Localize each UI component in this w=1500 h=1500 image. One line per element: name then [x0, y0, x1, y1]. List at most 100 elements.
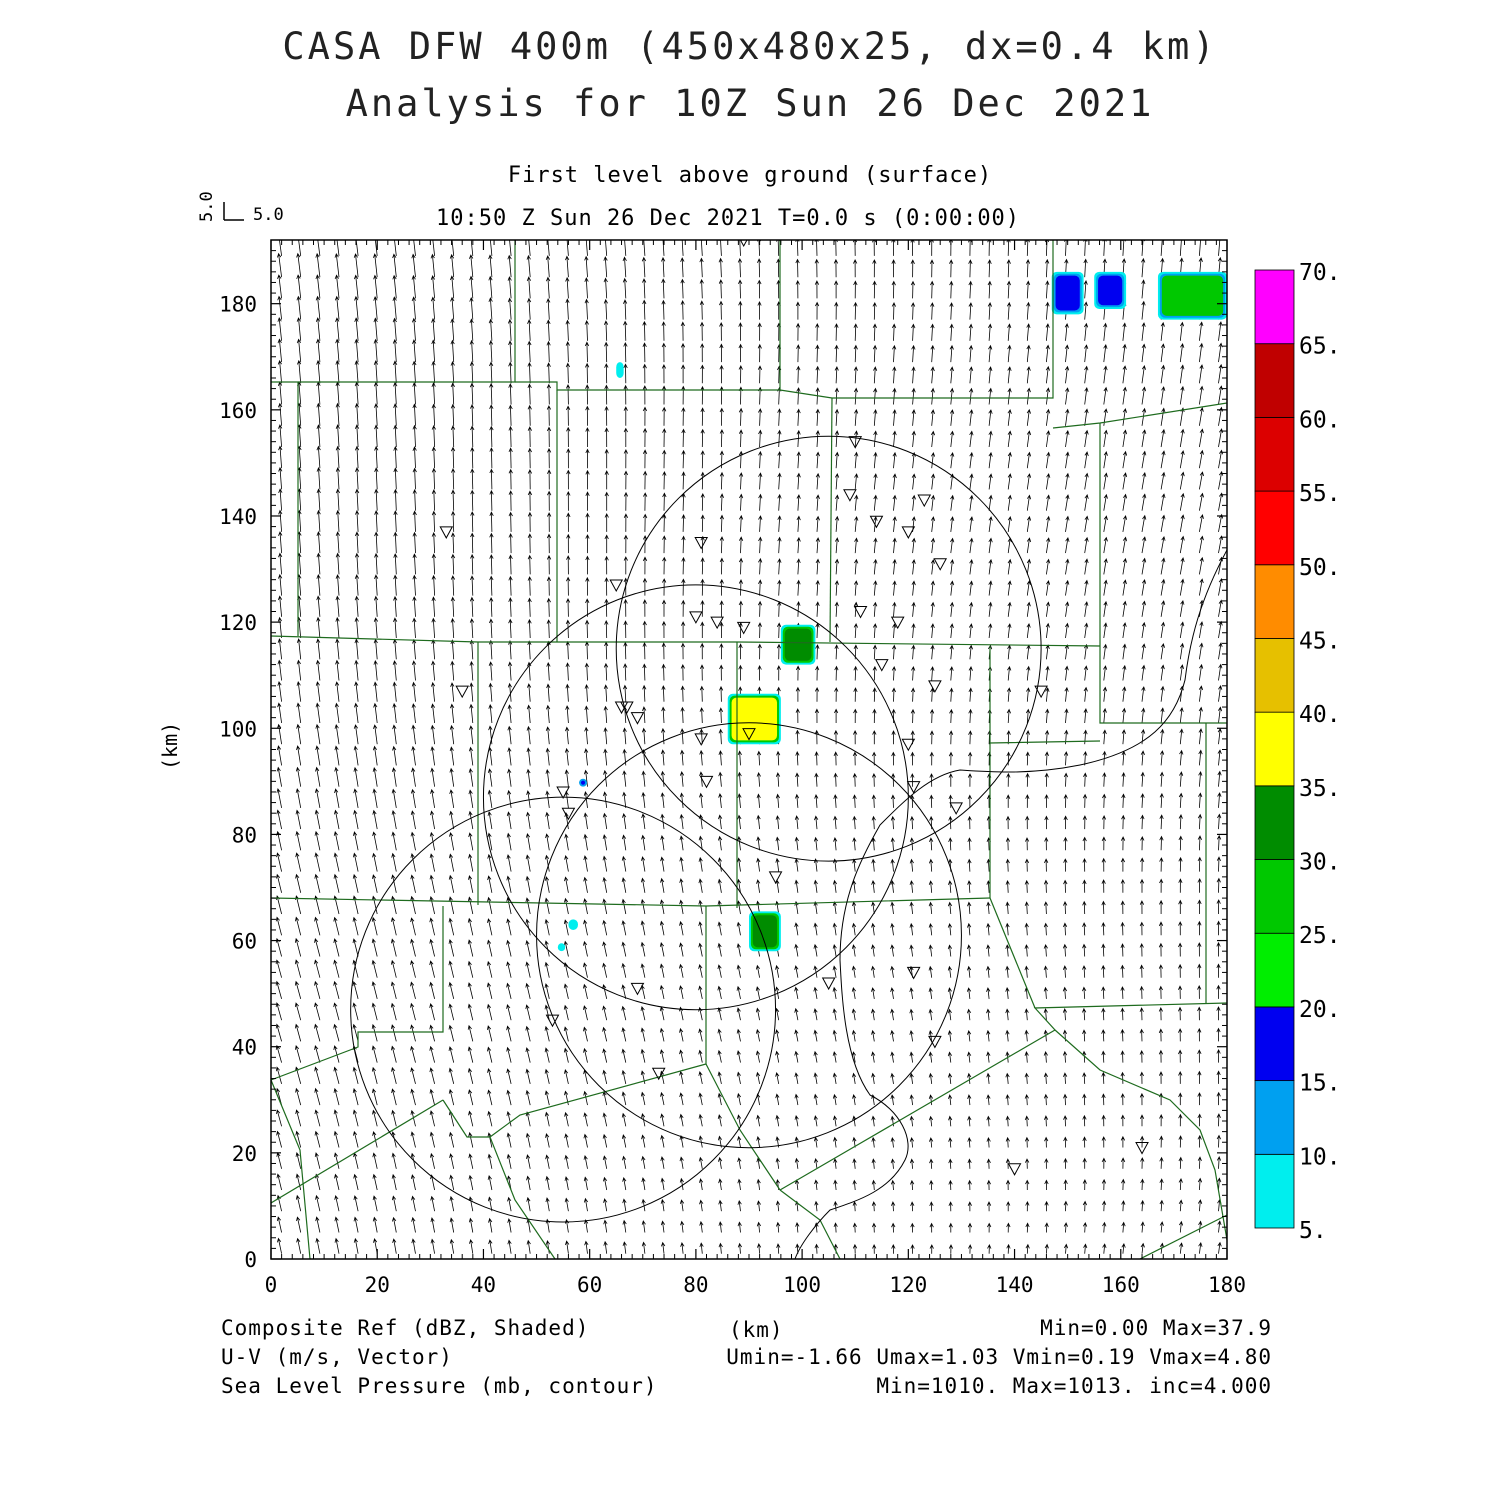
y-tick-label: 120: [219, 611, 257, 635]
station-marker: [455, 685, 470, 699]
station-marker: [742, 728, 756, 741]
station-marker: [1007, 1163, 1022, 1176]
colorbar-label: 15.: [1299, 1071, 1341, 1097]
echo-cell: [616, 362, 624, 379]
station-marker: [869, 515, 884, 529]
echo-cell: [557, 943, 566, 952]
colorbar-swatch: [1254, 1153, 1295, 1229]
reference-vector-icon: [223, 202, 244, 221]
x-tick-label: 120: [889, 1273, 927, 1297]
station-marker: [1135, 1142, 1149, 1155]
x-tick-label: 180: [1208, 1273, 1246, 1297]
colorbar-label: 65.: [1299, 334, 1341, 360]
station-marker: [630, 982, 645, 996]
echo-cell: [780, 624, 816, 665]
y-tick-label: 60: [232, 930, 257, 954]
x-tick-label: 60: [577, 1273, 602, 1297]
title-line-1: CASA DFW 400m (450x480x25, dx=0.4 km): [282, 25, 1218, 68]
x-tick-label: 140: [996, 1273, 1034, 1297]
station-marker: [890, 616, 905, 630]
y-tick-label: 20: [232, 1142, 257, 1166]
station-marker: [821, 977, 836, 991]
radar-ring: [482, 584, 909, 1011]
colorbar-swatch: [1254, 1006, 1295, 1082]
station-marker: [933, 558, 948, 571]
colorbar-swatch: [1254, 859, 1295, 934]
footer-ref-label: Composite Ref (dBZ, Shaded): [221, 1316, 590, 1340]
station-marker: [901, 738, 916, 752]
echo-cell: [1157, 271, 1227, 320]
echo-shade: [731, 697, 778, 741]
echo-shade: [1098, 275, 1123, 306]
colorbar-label: 40.: [1299, 702, 1341, 728]
radar-stations: [439, 240, 1149, 1176]
station-marker: [901, 526, 916, 539]
wind-vector-field: [275, 240, 1224, 1254]
station-marker: [906, 966, 921, 980]
y-tick-label: 180: [219, 293, 257, 317]
colorbar-swatch: [1254, 638, 1295, 713]
colorbar-label: 35.: [1299, 776, 1341, 802]
y-tick-label: 140: [219, 505, 257, 529]
y-tick-label: 80: [232, 823, 257, 847]
x-tick-label: 80: [683, 1273, 708, 1297]
colorbar-label: 5.: [1299, 1218, 1327, 1244]
echo-shade: [557, 943, 566, 952]
colorbar-swatch: [1254, 785, 1295, 860]
colorbar: 5. 10. 15. 20. 25. 30. 35. 40. 45. 50. 55. 60. 65. 70…: [1254, 260, 1341, 1244]
station-marker: [736, 621, 751, 635]
y-tick-label: 40: [232, 1036, 257, 1060]
radar-range-rings: [350, 435, 1042, 1223]
x-tick-label: 160: [1102, 1273, 1140, 1297]
reflectivity-echoes: [557, 271, 1227, 952]
axis-ticks: 0 20 40 60 80 100 120 140 160 180 0 20 40 60 80 100 120 1…: [219, 240, 1246, 1297]
colorbar-label: 70.: [1299, 260, 1341, 286]
radar-ring: [536, 722, 962, 1149]
station-marker: [630, 712, 645, 725]
x-tick-label: 100: [783, 1273, 821, 1297]
station-marker: [694, 733, 709, 746]
station-marker: [556, 786, 570, 800]
footer-vector-minmax: Umin=-1.66 Umax=1.03 Vmin=0.19 Vmax=4.80: [726, 1345, 1272, 1369]
station-marker: [928, 680, 942, 693]
colorbar-label: 20.: [1299, 997, 1341, 1023]
station-marker: [620, 701, 634, 715]
colorbar-label: 50.: [1299, 555, 1341, 581]
echo-shade: [1161, 275, 1224, 316]
x-tick-label: 0: [265, 1273, 278, 1297]
station-marker: [710, 616, 724, 630]
colorbar-swatch: [1254, 711, 1295, 787]
echo-shade: [1055, 275, 1080, 311]
station-marker: [689, 611, 703, 624]
station-marker: [651, 1067, 666, 1081]
station-marker: [949, 802, 963, 815]
title-line-2: Analysis for 10Z Sun 26 Dec 2021: [345, 82, 1155, 125]
colorbar-swatch: [1254, 490, 1295, 566]
station-marker: [609, 579, 624, 593]
colorbar-label: 30.: [1299, 850, 1341, 876]
echo-shade: [616, 362, 624, 379]
echo-cell: [749, 911, 781, 952]
footer-vector-label: U-V (m/s, Vector): [221, 1345, 453, 1369]
colorbar-label: 25.: [1299, 923, 1341, 949]
plot-subtitle: First level above ground (surface): [507, 163, 993, 188]
county-boundaries: [271, 240, 1227, 1259]
footer-pressure-label: Sea Level Pressure (mb, contour): [221, 1374, 658, 1398]
wind-vectors: [275, 240, 1224, 1254]
station-marker: [768, 871, 783, 884]
colorbar-label: 60.: [1299, 407, 1341, 433]
echo-cell: [1094, 271, 1127, 310]
colorbar-swatch: [1254, 343, 1295, 418]
footer-pressure-minmax: Min=1010. Max=1013. inc=4.000: [876, 1374, 1272, 1398]
station-marker: [545, 1014, 560, 1028]
echo-cell: [579, 778, 588, 787]
echo-shade: [784, 628, 812, 661]
footer-ref-minmax: Min=0.00 Max=37.9: [1040, 1316, 1272, 1340]
colorbar-swatch: [1254, 932, 1295, 1008]
station-marker: [906, 781, 921, 794]
reference-vector-u-label: 5.0: [253, 205, 284, 225]
valid-time: 10:50 Z Sun 26 Dec 2021 T=0.0 s (0:00:00…: [436, 206, 1021, 231]
x-tick-label: 40: [471, 1273, 496, 1297]
station-marker: [874, 659, 889, 672]
